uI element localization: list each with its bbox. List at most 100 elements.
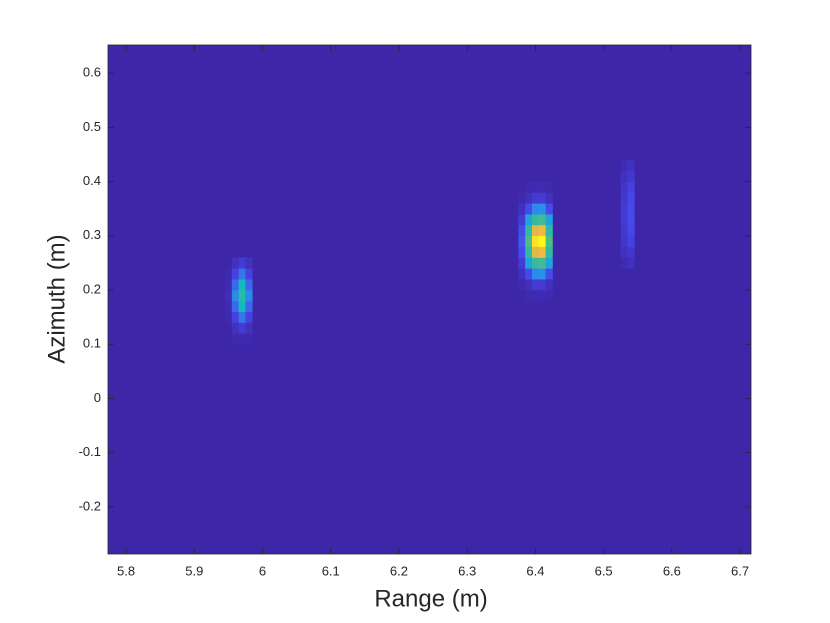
heatmap-cell — [518, 224, 526, 237]
x-tick-label: 5.8 — [117, 563, 135, 578]
heatmap-cell — [627, 159, 635, 172]
y-axis-title: Azimuth (m) — [43, 234, 70, 363]
heatmap-cell — [525, 279, 533, 291]
heatmap-cell — [525, 214, 533, 226]
heatmap-cell — [627, 192, 635, 204]
heatmap-cell — [538, 246, 546, 258]
heatmap-cell — [245, 333, 253, 345]
heatmap-background — [108, 45, 751, 554]
heatmap-cell — [525, 192, 533, 204]
heatmap-cell — [231, 290, 239, 302]
heatmap-cell — [518, 279, 526, 291]
heatmap-cell — [231, 300, 239, 312]
heatmap-cell — [538, 203, 546, 215]
x-tick-label: 6.4 — [526, 563, 544, 578]
heatmap-cell — [532, 214, 540, 226]
heatmap-cell — [538, 192, 546, 204]
heatmap-cell — [545, 268, 553, 280]
heatmap-cell — [627, 235, 635, 247]
heatmap-cell — [620, 257, 628, 269]
heatmap-cell — [545, 235, 553, 247]
heatmap-cell — [238, 333, 246, 345]
heatmap-cell — [532, 257, 540, 269]
heatmap-cell — [532, 181, 540, 193]
heatmap-cell — [538, 290, 546, 302]
y-tick-label: -0.2 — [79, 498, 101, 513]
heatmap-cell — [627, 224, 635, 237]
heatmap-cell — [225, 311, 233, 323]
heatmap-cell — [518, 246, 526, 258]
heatmap-cell — [538, 257, 546, 269]
heatmap-cell — [238, 322, 246, 334]
heatmap-cell — [620, 224, 628, 237]
heatmap-cell — [532, 246, 540, 258]
heatmap-cell — [532, 224, 540, 237]
heatmap-cell — [238, 279, 246, 291]
heatmap-cell — [231, 257, 239, 269]
heatmap-cell — [238, 290, 246, 302]
heatmap-cell — [231, 322, 239, 334]
heatmap-cell — [231, 268, 239, 280]
heatmap-cell — [532, 235, 540, 247]
x-tick-label: 6.5 — [595, 563, 613, 578]
heatmap-cell — [225, 300, 233, 312]
heatmap-cell — [518, 203, 526, 215]
heatmap-cell — [620, 203, 628, 215]
heatmap-cell — [238, 268, 246, 280]
axes-box — [107, 44, 752, 555]
heatmap-cell — [518, 192, 526, 204]
heatmap-cell — [532, 192, 540, 204]
heatmap-cell — [620, 235, 628, 247]
heatmap-cell — [225, 268, 233, 280]
x-tick-label: 6 — [259, 563, 266, 578]
y-tick-label: 0.5 — [83, 119, 101, 134]
x-axis-title: Range (m) — [374, 585, 487, 612]
x-tick-label: 5.9 — [185, 563, 203, 578]
heatmap-cell — [538, 279, 546, 291]
heatmap-cell — [525, 181, 533, 193]
heatmap-cell — [538, 235, 546, 247]
heatmap-cell — [620, 181, 628, 193]
x-tick-label: 6.2 — [390, 563, 408, 578]
heatmap-cell — [238, 257, 246, 269]
heatmap-cell — [545, 224, 553, 237]
heatmap-cell — [620, 159, 628, 172]
heatmap-cell — [627, 170, 635, 182]
heatmap-cell — [545, 257, 553, 269]
heatmap-cell — [525, 268, 533, 280]
x-tick-label: 6.3 — [458, 563, 476, 578]
heatmap-cell — [545, 246, 553, 258]
y-tick-label: 0.2 — [83, 281, 101, 296]
heatmap-cell — [245, 279, 253, 291]
y-tick-label: 0.1 — [83, 336, 101, 351]
heatmap-cell — [238, 300, 246, 312]
heatmap-cell — [532, 203, 540, 215]
heatmap-cell — [518, 268, 526, 280]
heatmap-cell — [545, 290, 553, 302]
heatmap-cell — [627, 257, 635, 269]
heatmap-cell — [545, 192, 553, 204]
heatmap-cell — [525, 203, 533, 215]
y-tick-label: -0.1 — [79, 444, 101, 459]
x-tick-label: 6.1 — [322, 563, 340, 578]
heatmap-cell — [238, 311, 246, 323]
heatmap-cell — [245, 290, 253, 302]
heatmap-cell — [620, 246, 628, 258]
heatmap-cell — [545, 214, 553, 226]
heatmap-cell — [620, 192, 628, 204]
heatmap-cell — [245, 311, 253, 323]
heatmap-cell — [538, 224, 546, 237]
heatmap-cell — [245, 322, 253, 334]
heatmap-cell — [538, 268, 546, 280]
y-tick-label: 0.6 — [83, 65, 101, 80]
heatmap-cell — [245, 257, 253, 269]
heatmap-cell — [545, 181, 553, 193]
heatmap-cell — [231, 311, 239, 323]
heatmap-cell — [532, 268, 540, 280]
heatmap-cell — [525, 290, 533, 302]
heatmap-cell — [525, 257, 533, 269]
heatmap-cell — [518, 235, 526, 247]
heatmap-cell — [620, 170, 628, 182]
heatmap-cell — [225, 290, 233, 302]
